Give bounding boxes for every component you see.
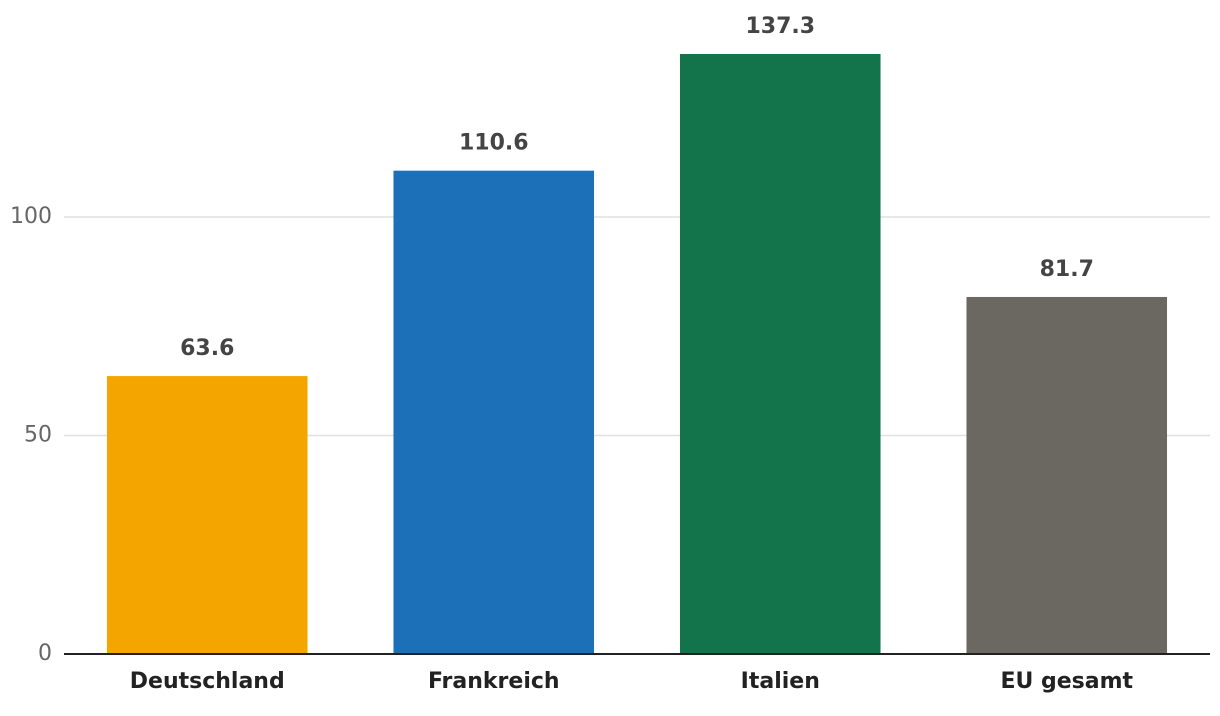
bar — [393, 170, 595, 655]
x-tick-label: Deutschland — [130, 669, 285, 694]
bar — [106, 376, 308, 654]
bar — [679, 53, 881, 654]
x-tick-label: EU gesamt — [1000, 669, 1133, 694]
y-tick-label: 0 — [38, 641, 52, 666]
value-label: 137.3 — [745, 14, 815, 39]
x-tick-label: Frankreich — [428, 669, 560, 694]
y-tick-label: 50 — [24, 423, 52, 448]
bar — [966, 296, 1168, 654]
value-label: 63.6 — [180, 336, 234, 361]
value-label: 110.6 — [459, 131, 529, 156]
y-tick-label: 100 — [10, 204, 52, 229]
value-label: 81.7 — [1040, 257, 1094, 282]
x-tick-label: Italien — [741, 669, 820, 694]
